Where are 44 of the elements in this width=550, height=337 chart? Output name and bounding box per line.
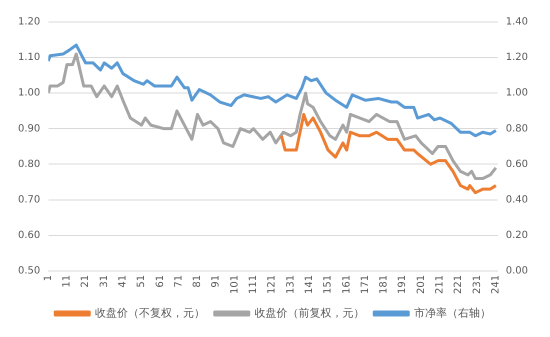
y-tick-label: 1.20 (18, 16, 40, 28)
x-tick-label: 101 (229, 274, 240, 294)
y2-tick-label: 0.60 (506, 158, 528, 170)
x-tick-label: 31 (98, 274, 110, 288)
y2-tick-label: 1.40 (506, 16, 528, 28)
y-tick-label: 1.10 (18, 52, 40, 64)
y2-tick-label: 1.20 (506, 52, 528, 64)
x-tick-label: 91 (210, 274, 222, 288)
x-tick-label: 131 (285, 274, 296, 294)
x-tick-label: 41 (117, 274, 128, 288)
y2-tick-label: 0.40 (506, 194, 528, 206)
x-tick-label: 141 (304, 274, 315, 294)
x-tick-label: 241 (490, 274, 502, 294)
legend-label: 收盘价（前复权，元） (254, 306, 364, 320)
x-tick-label: 111 (248, 274, 260, 294)
y2-tick-label: 1.00 (506, 88, 528, 99)
x-tick-label: 21 (80, 274, 92, 288)
legend-label: 市净率（右轴） (414, 306, 491, 320)
x-tick-label: 71 (173, 274, 184, 288)
y2-tick-label: 0.20 (506, 230, 528, 241)
x-tick-label: 171 (360, 274, 371, 294)
x-tick-label: 211 (434, 274, 446, 294)
y-tick-label: 1.00 (18, 88, 40, 99)
y-tick-label: 0.50 (18, 266, 40, 277)
y-tick-label: 0.90 (18, 123, 40, 134)
x-tick-label: 161 (341, 274, 352, 294)
x-tick-label: 151 (322, 274, 334, 294)
y-tick-label: 0.60 (18, 230, 40, 241)
y-tick-label: 0.80 (18, 158, 40, 170)
x-tick-label: 181 (378, 274, 390, 294)
x-tick-label: 51 (136, 274, 148, 288)
x-tick-label: 221 (453, 274, 464, 294)
y-tick-label: 0.70 (18, 194, 40, 206)
y2-tick-label: 0.80 (506, 123, 528, 134)
x-tick-label: 61 (154, 274, 166, 288)
x-tick-label: 231 (472, 274, 483, 294)
x-tick-label: 81 (192, 274, 204, 288)
x-tick-label: 121 (266, 274, 278, 294)
x-tick-label: 11 (62, 274, 73, 288)
x-tick-label: 191 (397, 274, 408, 294)
legend-label: 收盘价（不复权，元） (94, 306, 205, 320)
x-tick-label: 1 (42, 274, 54, 282)
x-tick-label: 201 (416, 274, 427, 294)
y2-tick-label: 0.00 (506, 266, 528, 277)
